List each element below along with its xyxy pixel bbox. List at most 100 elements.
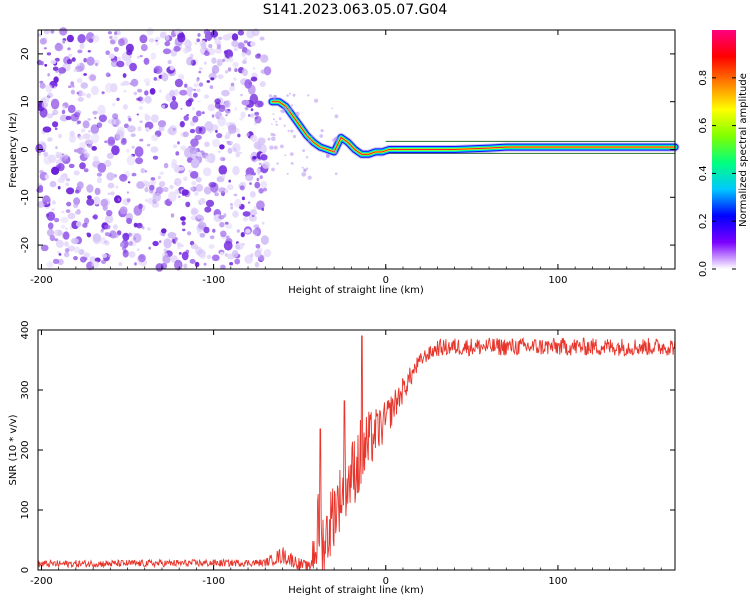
noise-dot bbox=[156, 186, 164, 195]
noise-dot bbox=[105, 82, 113, 93]
noise-dot bbox=[60, 217, 69, 224]
noise-dot bbox=[43, 47, 47, 50]
noise-dot bbox=[187, 91, 192, 97]
noise-dot bbox=[175, 151, 180, 156]
noise-dot bbox=[107, 31, 112, 35]
noise-dot bbox=[49, 180, 57, 188]
noise-dot bbox=[232, 61, 239, 68]
noise-dot bbox=[57, 229, 63, 236]
noise-dot bbox=[139, 138, 144, 142]
noise-dot bbox=[81, 148, 88, 155]
noise-cloud bbox=[35, 27, 272, 272]
noise-dot bbox=[68, 163, 75, 169]
noise-dot bbox=[159, 171, 165, 176]
noise-dot bbox=[86, 56, 95, 66]
noise-dot bbox=[225, 223, 233, 230]
noise-dot bbox=[126, 198, 131, 203]
noise-dot bbox=[130, 133, 136, 137]
noise-dot bbox=[54, 57, 60, 62]
colorbar-ticks: 0.0 0.2 0.4 0.6 0.8 bbox=[698, 70, 736, 277]
transition-speck bbox=[319, 146, 323, 149]
noise-dot bbox=[75, 189, 80, 194]
noise-dot bbox=[104, 232, 110, 237]
noise-dot bbox=[216, 133, 223, 139]
noise-dot bbox=[171, 100, 176, 106]
transition-speck bbox=[331, 107, 334, 110]
noise-dot bbox=[125, 148, 130, 153]
transition-speck bbox=[289, 92, 291, 95]
noise-dot bbox=[218, 215, 225, 220]
noise-dot bbox=[178, 195, 181, 198]
noise-dot bbox=[54, 217, 60, 223]
noise-dot bbox=[71, 237, 79, 245]
noise-dot bbox=[180, 244, 184, 248]
transition-speck bbox=[284, 154, 287, 157]
noise-dot bbox=[57, 163, 65, 172]
noise-dot bbox=[70, 89, 75, 95]
noise-dot bbox=[145, 82, 150, 86]
noise-dot bbox=[204, 94, 209, 99]
noise-dot bbox=[127, 125, 136, 133]
noise-dot bbox=[174, 189, 180, 195]
noise-dot bbox=[260, 69, 266, 74]
noise-dot bbox=[47, 73, 51, 77]
transition-speck bbox=[301, 166, 304, 169]
y-tick-label: 10 bbox=[20, 95, 31, 108]
noise-dot bbox=[68, 53, 72, 57]
noise-dot bbox=[224, 70, 229, 74]
noise-dot bbox=[39, 82, 46, 89]
noise-dot bbox=[67, 212, 76, 220]
noise-dot bbox=[245, 228, 251, 234]
noise-dot bbox=[249, 209, 257, 216]
noise-dot bbox=[46, 52, 52, 56]
noise-dot bbox=[92, 214, 98, 220]
noise-dot bbox=[252, 67, 256, 70]
noise-dot bbox=[189, 147, 199, 154]
noise-dot bbox=[159, 31, 167, 39]
transition-speck bbox=[301, 171, 307, 177]
snr-panel: -200 -100 0 100 0 100 200 300 400 Height of str… bbox=[8, 320, 676, 596]
noise-dot bbox=[217, 74, 224, 80]
noise-dot bbox=[187, 231, 192, 236]
noise-dot bbox=[38, 33, 42, 37]
noise-dot bbox=[205, 199, 215, 207]
noise-dot bbox=[67, 47, 71, 51]
noise-dot bbox=[189, 95, 193, 99]
noise-dot bbox=[234, 198, 242, 208]
noise-dot bbox=[206, 254, 212, 259]
noise-dot bbox=[71, 57, 76, 62]
noise-dot bbox=[59, 27, 68, 36]
noise-dot bbox=[230, 204, 234, 208]
transition-speck bbox=[282, 106, 288, 112]
noise-dot bbox=[67, 104, 76, 114]
noise-dot bbox=[260, 154, 268, 161]
noise-dot bbox=[162, 254, 171, 264]
noise-dot bbox=[74, 246, 81, 254]
noise-dot bbox=[55, 239, 64, 248]
noise-dot bbox=[248, 214, 257, 222]
noise-dot bbox=[69, 134, 76, 143]
noise-dot bbox=[261, 221, 265, 225]
noise-dot bbox=[170, 213, 175, 218]
noise-dot bbox=[109, 35, 113, 40]
noise-dot bbox=[259, 36, 265, 41]
noise-dot bbox=[246, 49, 252, 56]
noise-dot bbox=[80, 128, 86, 133]
noise-dot bbox=[247, 201, 251, 204]
noise-dot bbox=[53, 86, 57, 89]
noise-dot bbox=[87, 144, 93, 148]
noise-dot bbox=[208, 181, 217, 188]
noise-dot bbox=[210, 30, 219, 38]
noise-dot bbox=[38, 185, 44, 191]
noise-dot bbox=[52, 112, 56, 116]
noise-dot bbox=[250, 135, 258, 142]
transition-speck bbox=[332, 138, 337, 143]
noise-dot bbox=[66, 178, 71, 182]
noise-dot bbox=[228, 179, 231, 183]
noise-dot bbox=[61, 109, 66, 115]
noise-dot bbox=[247, 84, 256, 95]
noise-dot bbox=[149, 88, 156, 95]
noise-dot bbox=[182, 228, 186, 232]
noise-dot bbox=[159, 89, 162, 93]
